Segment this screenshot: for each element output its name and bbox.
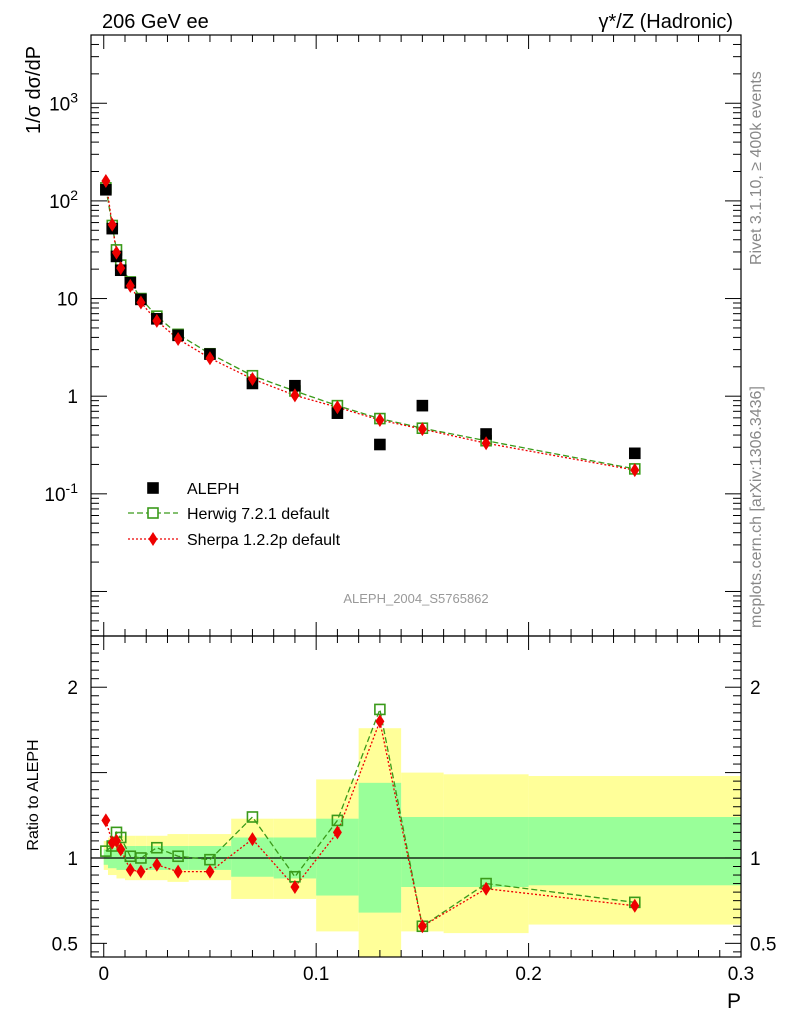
y-tick-label: 103 [49,89,78,115]
sherpa-point [247,371,257,386]
ratio-sherpa-point [111,833,121,848]
sherpa-point [173,332,183,347]
sherpa-point [205,351,215,366]
sherpa-line [105,180,635,471]
herwig-line [105,187,635,470]
x-tick-label: 0.1 [303,964,329,985]
ratio-sherpa-point [205,864,215,879]
ratio-y-tick-label-right: 2 [750,678,761,699]
ratio-herwig-point [172,850,184,863]
sherpa-point [481,436,491,451]
ratio-sherpa-point [136,864,146,879]
x-tick-label: 0.2 [515,964,541,985]
ratio-y-tick-label: 1 [67,849,78,870]
ratio-sherpa-point [125,862,135,877]
legend-label-aleph: ALEPH [187,481,239,498]
header-left-title: 206 GeV ee [102,11,209,33]
ratio-sherpa-point [152,857,162,872]
ratio-sherpa-point [481,881,491,896]
aleph-point [374,438,386,451]
sherpa-point [136,295,146,310]
legend-marker-aleph [147,482,159,494]
y-tick-label: 1 [67,387,78,408]
sherpa-point [125,278,135,293]
ratio-sherpa-point [101,813,111,828]
sherpa-point [111,245,121,260]
y-tick-label: 10-1 [44,480,78,506]
ratio-y-tick-label-right: 0.5 [750,934,776,955]
main-ylabel: 1/σ dσ/dP [23,46,45,134]
ratio-sherpa-point [116,842,126,857]
sherpa-point [417,422,427,437]
ratio-sherpa-point [173,864,183,879]
ratio-sherpa-point [417,919,427,934]
sherpa-point [152,313,162,328]
ratio-xlabel: P [727,990,741,1013]
ratio-band-inner [528,816,741,886]
mcplots-credit: mcplots.cern.ch [arXiv:1306.3436] [748,386,765,628]
ratio-ylabel: Ratio to ALEPH [25,739,42,850]
sherpa-point [101,173,111,188]
ratio-sherpa-point [290,879,300,894]
ratio-herwig-point [135,852,147,864]
legend-marker-herwig [147,507,159,519]
legend-label-herwig: Herwig 7.2.1 default [187,506,330,523]
main-frame [90,34,742,637]
legend-marker-sherpa [148,532,158,546]
legend: ALEPH Herwig 7.2.1 default Sherpa 1.2.2p… [128,481,341,549]
aleph-point [416,399,429,412]
ratio-sherpa-point [247,832,257,847]
x-tick-label: 0.3 [728,964,754,985]
y-tick-label: 102 [49,187,78,213]
sherpa-point [107,217,117,232]
ratio-sherpa-line [105,719,635,928]
sherpa-point [116,261,126,276]
analysis-watermark: ALEPH_2004_S5765862 [343,591,488,606]
ratio-y-tick-label: 2 [67,678,78,699]
ratio-panel: 0 0.1 0.2 0.3 0.5 0.5 1 1 2 2 [52,635,776,985]
sherpa-point [290,388,300,403]
rivet-credit: Rivet 3.1.10, ≥ 400k events [748,71,765,265]
x-tick-label: 0 [98,964,109,985]
ratio-y-tick-label-right: 1 [750,849,761,870]
ratio-band-inner [358,782,402,913]
sherpa-point [630,463,640,478]
ratio-band-inner [103,849,108,865]
ratio-sherpa-point [375,714,385,729]
ratio-herwig-line [105,707,635,928]
ratio-sherpa-point [332,825,342,840]
ratio-sherpa-point [630,898,640,913]
ratio-band-inner [443,816,529,887]
sherpa-point [375,413,385,428]
y-tick-label: 10 [57,290,78,311]
header-right-title: γ*/Z (Hadronic) [599,11,733,33]
legend-label-sherpa: Sherpa 1.2.2p default [187,532,341,549]
ratio-herwig-point [151,841,163,854]
ratio-herwig-point [246,811,259,823]
ratio-herwig-point [374,703,386,716]
sherpa-point [332,400,342,415]
aleph-point [628,447,641,460]
ratio-y-tick-label: 0.5 [52,934,78,955]
